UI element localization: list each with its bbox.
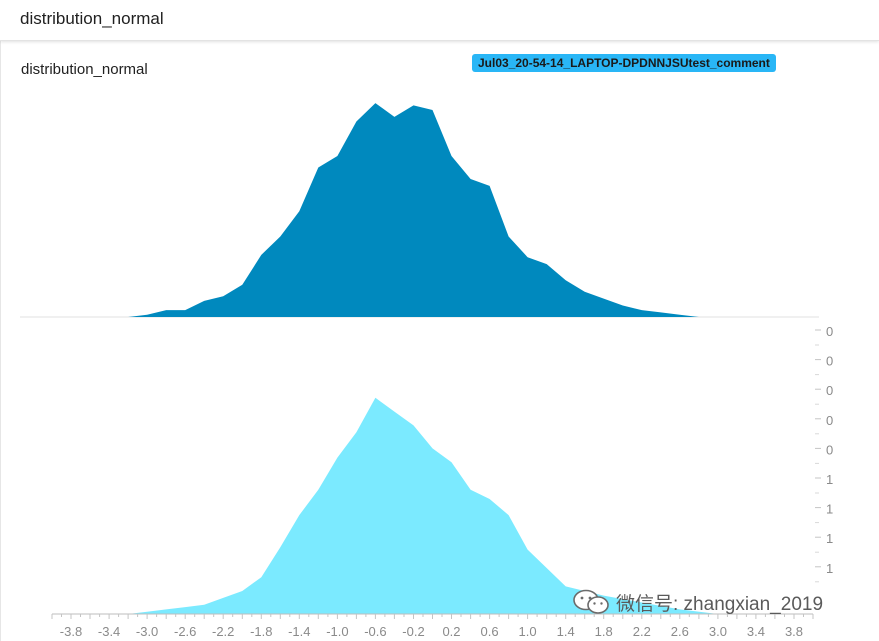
header-bar: distribution_normal: [0, 0, 879, 41]
y-tick-label: 1: [826, 561, 833, 576]
x-tick-label: 3.4: [747, 624, 765, 639]
x-tick-label: -3.8: [60, 624, 82, 639]
x-tick-label: 3.8: [785, 624, 803, 639]
chart-title: distribution_normal: [21, 61, 148, 78]
x-tick-label: 2.6: [671, 624, 689, 639]
x-tick-label: 1.8: [595, 624, 613, 639]
x-tick-label: 0.2: [442, 624, 460, 639]
x-tick-label: -0.2: [402, 624, 424, 639]
y-tick-label: 1: [826, 531, 833, 546]
y-tick-label: 0: [826, 442, 833, 457]
y-tick-label: 0: [826, 354, 833, 369]
x-tick-label: 3.0: [709, 624, 727, 639]
x-tick-label: -3.0: [136, 624, 158, 639]
y-tick-label: 0: [826, 324, 833, 339]
x-tick-label: -1.8: [250, 624, 272, 639]
x-tick-label: 1.0: [519, 624, 537, 639]
x-tick-label: -1.0: [326, 624, 348, 639]
y-tick-label: 0: [826, 383, 833, 398]
x-tick-label: -0.6: [364, 624, 386, 639]
x-tick-label: -2.2: [212, 624, 234, 639]
watermark: 微信号: zhangxian_2019: [572, 589, 823, 615]
header-title: distribution_normal: [20, 9, 164, 28]
x-tick-label: 0.6: [481, 624, 499, 639]
chart-card: [0, 41, 879, 641]
x-tick-label: -3.4: [98, 624, 120, 639]
x-tick-label: 1.4: [557, 624, 575, 639]
y-tick-label: 1: [826, 472, 833, 487]
y-tick-label: 1: [826, 502, 833, 517]
series-area-0: [128, 103, 718, 317]
watermark-text: 微信号: zhangxian_2019: [616, 593, 824, 615]
x-tick-label: -1.4: [288, 624, 310, 639]
series-area-1: [109, 397, 718, 614]
y-tick-label: 0: [826, 413, 833, 428]
wechat-icon: [573, 589, 609, 614]
run-tag[interactable]: Jul03_20-54-14_LAPTOP-DPDNNJSUtest_comme…: [472, 54, 776, 72]
x-tick-label: 2.2: [633, 624, 651, 639]
x-tick-label: -2.6: [174, 624, 196, 639]
